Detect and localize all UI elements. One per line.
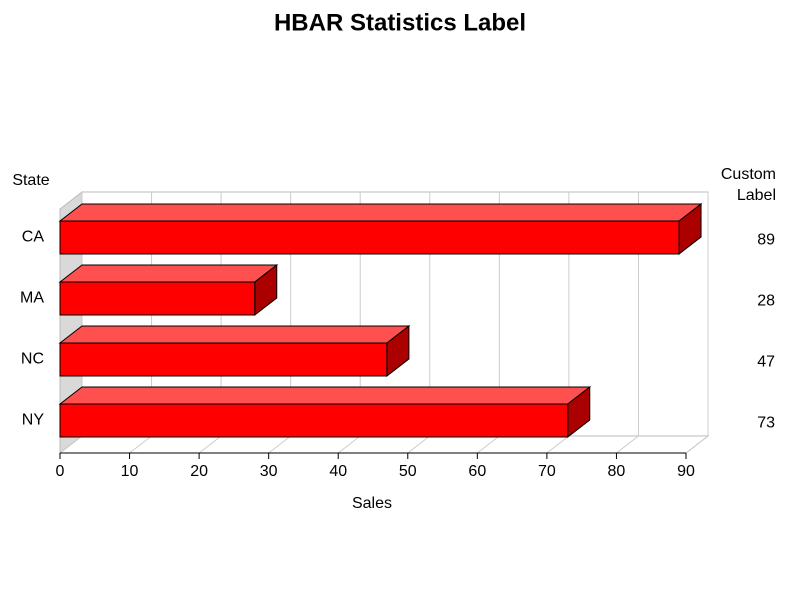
x-tick-label: 90	[677, 463, 695, 480]
floor-grid-line	[477, 435, 500, 454]
floor-grid-line	[407, 435, 431, 454]
x-tick-label: 50	[399, 463, 417, 480]
floor-grid-line	[546, 435, 570, 454]
x-tick-label: 20	[190, 463, 208, 480]
chart-title: HBAR Statistics Label	[274, 9, 526, 36]
y-axis-label: State	[12, 172, 49, 189]
bar-top	[58, 264, 279, 283]
y-tick-label: MA	[20, 290, 44, 307]
x-tick-label: 0	[56, 463, 65, 480]
y-tick-label: CA	[22, 229, 45, 246]
x-axis-label: Sales	[352, 495, 392, 512]
x-tick-label: 80	[608, 463, 626, 480]
floor-grid-line	[616, 435, 639, 454]
data-label: 28	[757, 293, 775, 310]
bar-top	[58, 386, 592, 405]
bar	[59, 403, 569, 438]
bar	[59, 281, 256, 316]
bar-top	[58, 325, 411, 344]
x-tick-label: 70	[538, 463, 556, 480]
floor-grid-line	[129, 435, 152, 454]
data-label: 73	[757, 415, 775, 432]
floor-grid-line	[268, 435, 291, 454]
data-label: 89	[757, 232, 775, 249]
stat-column-header: Custom Label	[720, 166, 776, 204]
y-tick-label: NY	[22, 412, 45, 429]
floor-grid-line	[198, 435, 222, 454]
data-label: 47	[757, 354, 775, 371]
x-tick-label: 40	[329, 463, 347, 480]
floor	[58, 435, 710, 454]
floor-grid-line	[337, 435, 361, 454]
x-tick-label: 10	[121, 463, 139, 480]
bar	[59, 220, 680, 255]
bar-top	[58, 203, 703, 222]
bar	[59, 342, 388, 377]
x-tick-label: 60	[468, 463, 486, 480]
x-tick-label: 30	[260, 463, 278, 480]
floor-grid-line	[59, 435, 83, 454]
floor-grid-line	[685, 435, 709, 454]
y-tick-label: NC	[21, 351, 44, 368]
